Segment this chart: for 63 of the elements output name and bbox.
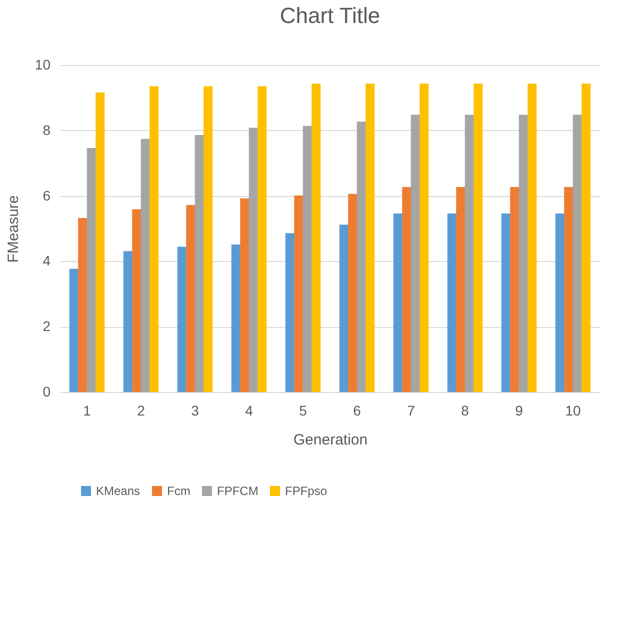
bar — [194, 134, 204, 392]
bar — [186, 204, 196, 392]
bar — [312, 84, 321, 392]
bar — [348, 194, 358, 392]
y-tick-label: 4 — [42, 252, 51, 269]
bar — [456, 186, 466, 392]
x-tick-label: 5 — [299, 402, 308, 418]
bar — [528, 84, 537, 392]
bar — [518, 114, 528, 392]
bar — [339, 224, 348, 392]
bar — [69, 268, 78, 392]
bar — [96, 92, 105, 392]
x-tick-label: 10 — [565, 402, 581, 418]
bar — [582, 84, 591, 392]
bar — [464, 114, 474, 392]
bar — [86, 148, 96, 392]
bar — [285, 233, 294, 392]
bar — [447, 213, 456, 392]
bar — [248, 128, 258, 392]
bar — [258, 86, 267, 392]
bar — [204, 86, 213, 392]
y-tick-label: 8 — [42, 122, 51, 138]
x-axis-title: Generation — [293, 432, 368, 448]
legend-label: KMeans — [96, 484, 140, 498]
y-tick-label: 2 — [42, 318, 51, 334]
bar — [474, 84, 483, 392]
bar — [123, 251, 132, 392]
bar — [294, 195, 304, 392]
bar — [78, 218, 88, 392]
legend-label: FPFpso — [285, 484, 328, 498]
bar — [572, 114, 582, 392]
bar — [231, 244, 240, 392]
bar — [393, 213, 402, 392]
legend-label: Fcm — [167, 484, 190, 498]
x-tick-label: 7 — [407, 402, 416, 418]
x-tick-label: 4 — [245, 402, 254, 418]
y-tick-label: 10 — [34, 56, 51, 72]
bar — [140, 138, 150, 392]
bar — [177, 246, 186, 392]
y-tick-label: 0 — [42, 384, 51, 400]
y-tick-label: 6 — [42, 187, 51, 204]
legend-label: FPFCM — [217, 484, 258, 498]
x-tick-label: 9 — [515, 402, 524, 418]
x-tick-label: 3 — [191, 402, 200, 418]
x-tick-label: 6 — [353, 402, 362, 418]
bar — [510, 186, 520, 392]
bar — [555, 213, 564, 392]
bar — [302, 126, 312, 392]
bar — [410, 114, 420, 392]
chart-title: Chart Title — [280, 3, 380, 28]
bar — [240, 198, 250, 392]
bar — [501, 213, 510, 392]
x-tick-label: 2 — [137, 402, 146, 418]
bar — [150, 86, 159, 392]
bar — [366, 84, 375, 392]
bar — [356, 122, 366, 392]
bar — [132, 209, 142, 392]
y-axis-title: FMeasure — [4, 195, 22, 263]
x-tick-label: 8 — [461, 402, 470, 418]
bar — [564, 186, 574, 392]
x-tick-label: 1 — [83, 402, 92, 418]
bar — [420, 84, 429, 392]
bar — [402, 186, 412, 392]
